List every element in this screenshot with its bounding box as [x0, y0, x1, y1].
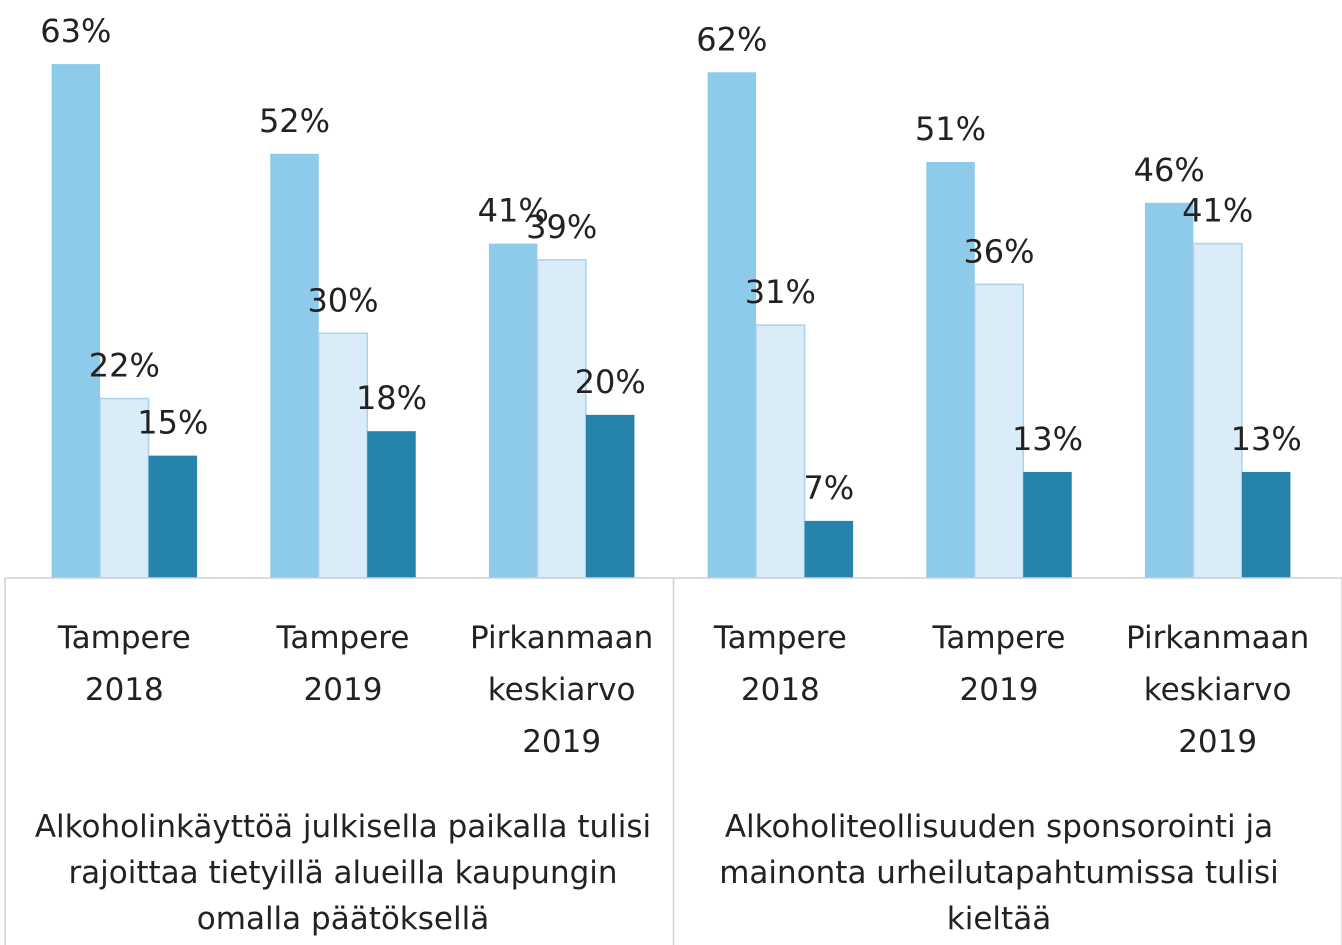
group-label: Alkoholinkäyttöä julkisella paikalla tul…	[34, 809, 652, 937]
data-label: 31%	[745, 273, 816, 311]
group-label: Alkoholiteollisuuden sponsorointi ja mai…	[719, 809, 1279, 937]
data-label: 52%	[259, 102, 330, 140]
x-tick-label: Tampere 2019	[276, 620, 410, 708]
data-label: 20%	[575, 363, 646, 401]
data-label: 63%	[40, 12, 111, 50]
bar	[585, 414, 635, 578]
bar	[148, 455, 198, 578]
bar	[1144, 202, 1194, 578]
x-tick-label: Pirkanmaan keskiarvo 2019	[1126, 620, 1310, 760]
bar	[318, 332, 368, 579]
bar	[1241, 471, 1291, 578]
data-label: 15%	[137, 404, 208, 442]
bar	[1023, 471, 1072, 578]
bar	[1192, 242, 1243, 579]
bar	[926, 161, 975, 578]
data-label: 39%	[526, 208, 597, 246]
bar	[755, 324, 806, 579]
data-label: 13%	[1231, 420, 1302, 458]
data-label: 51%	[915, 110, 986, 148]
bar	[367, 431, 416, 578]
bar	[536, 259, 587, 579]
bar	[99, 397, 150, 579]
data-label: 41%	[1182, 192, 1253, 230]
x-tick-label: Tampere 2018	[713, 620, 847, 708]
data-label: 22%	[89, 347, 160, 385]
x-tick-label: Pirkanmaan keskiarvo 2019	[470, 620, 654, 760]
data-label: 13%	[1012, 420, 1083, 458]
data-label: 36%	[963, 232, 1034, 270]
data-label: 62%	[696, 20, 767, 58]
bar	[270, 153, 319, 579]
bar	[488, 243, 538, 579]
bar	[804, 520, 854, 578]
data-label: 46%	[1134, 151, 1205, 189]
data-label: 18%	[356, 379, 427, 417]
x-tick-label: Tampere 2018	[57, 620, 191, 708]
bar	[707, 72, 757, 578]
bar	[974, 283, 1024, 579]
data-label: 7%	[803, 469, 854, 507]
x-tick-label: Tampere 2019	[932, 620, 1066, 708]
data-label: 30%	[307, 281, 378, 319]
bar	[51, 64, 101, 579]
data-label: 41%	[478, 192, 549, 230]
